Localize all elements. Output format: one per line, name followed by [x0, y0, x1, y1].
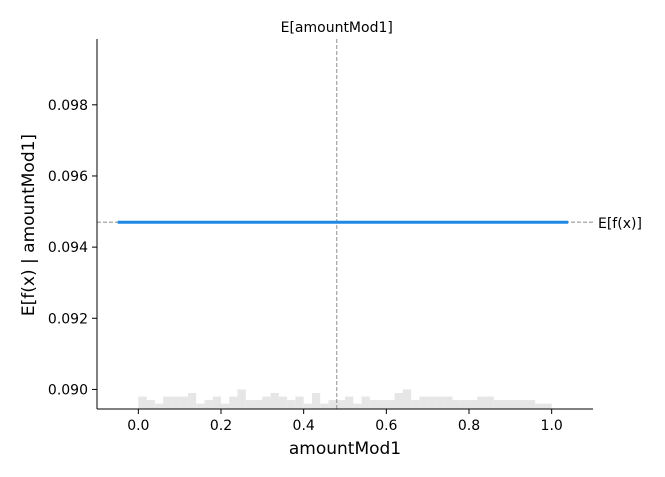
x-tick-label: 0.0: [127, 418, 149, 434]
histogram-bar: [535, 403, 544, 409]
y-tick-label: 0.090: [48, 382, 88, 398]
histogram-bar: [502, 400, 511, 409]
y-tick-label: 0.096: [48, 169, 88, 185]
x-axis-title: amountMod1: [289, 439, 401, 459]
histogram-bar: [345, 396, 354, 409]
y-ticks: 0.090 0.092 0.094 0.096 0.098: [48, 98, 97, 398]
histogram-bar: [237, 389, 246, 409]
histogram-bar: [493, 400, 503, 409]
y-tick-label: 0.092: [48, 311, 88, 327]
histogram-bar: [221, 403, 230, 409]
y-axis-title: E[f(x) | amountMod1]: [19, 134, 39, 316]
histogram-bar: [427, 396, 436, 409]
histogram-bar: [510, 400, 519, 409]
histogram-bar: [245, 400, 255, 409]
histogram-bar: [419, 396, 428, 409]
histogram-bar: [229, 396, 238, 409]
histogram-bar: [154, 403, 164, 409]
histogram-bar: [311, 392, 321, 409]
x-tick-label: 1.0: [541, 418, 563, 434]
histogram-bar: [518, 400, 527, 409]
histogram-bar: [204, 400, 213, 409]
histogram-bar: [452, 400, 461, 409]
histogram-bar: [254, 400, 263, 409]
histogram-bar: [138, 396, 147, 409]
histogram-bar: [320, 403, 329, 409]
histogram-bar: [179, 396, 188, 409]
histogram-bar: [146, 400, 155, 409]
histogram-bar: [171, 396, 180, 409]
x-tick-label: 0.4: [293, 418, 315, 434]
y-tick-label: 0.094: [48, 240, 88, 256]
histogram-bar: [469, 400, 478, 409]
expected-x-label: E[amountMod1]: [281, 20, 393, 36]
histogram-bar: [369, 400, 379, 409]
histogram-bar: [187, 392, 197, 409]
histogram-bar: [287, 400, 296, 409]
histogram-bar: [303, 403, 312, 409]
histogram-bar: [526, 400, 536, 409]
histogram-bar: [386, 400, 395, 409]
axes: [96, 39, 593, 410]
histogram: [138, 389, 552, 409]
histogram-bar: [402, 389, 412, 409]
histogram-bar: [378, 400, 387, 409]
histogram-bar: [196, 403, 205, 409]
histogram-bar: [336, 400, 345, 409]
x-tick-label: 0.6: [375, 418, 397, 434]
x-ticks: 0.0 0.2 0.4 0.6 0.8 1.0: [127, 409, 563, 434]
histogram-bar: [394, 392, 403, 409]
expected-y-label: E[f(x)]: [598, 216, 642, 232]
histogram-bar: [278, 396, 288, 409]
histogram-bar: [262, 396, 271, 409]
histogram-bar: [485, 396, 494, 409]
histogram-bar: [163, 396, 172, 409]
histogram-bar: [477, 396, 486, 409]
histogram-bar: [328, 400, 337, 409]
histogram-bar: [411, 400, 420, 409]
histogram-bar: [543, 403, 552, 409]
histogram-bar: [361, 396, 370, 409]
histogram-bar: [212, 396, 221, 409]
histogram-bar: [444, 396, 453, 409]
histogram-bar: [460, 400, 469, 409]
histogram-bar: [353, 403, 362, 409]
reference-lines: [97, 39, 593, 409]
histogram-bar: [435, 396, 445, 409]
histogram-bar: [270, 392, 279, 409]
y-tick-label: 0.098: [48, 98, 88, 114]
histogram-bar: [295, 396, 304, 409]
x-tick-label: 0.2: [210, 418, 232, 434]
x-tick-label: 0.8: [458, 418, 480, 434]
